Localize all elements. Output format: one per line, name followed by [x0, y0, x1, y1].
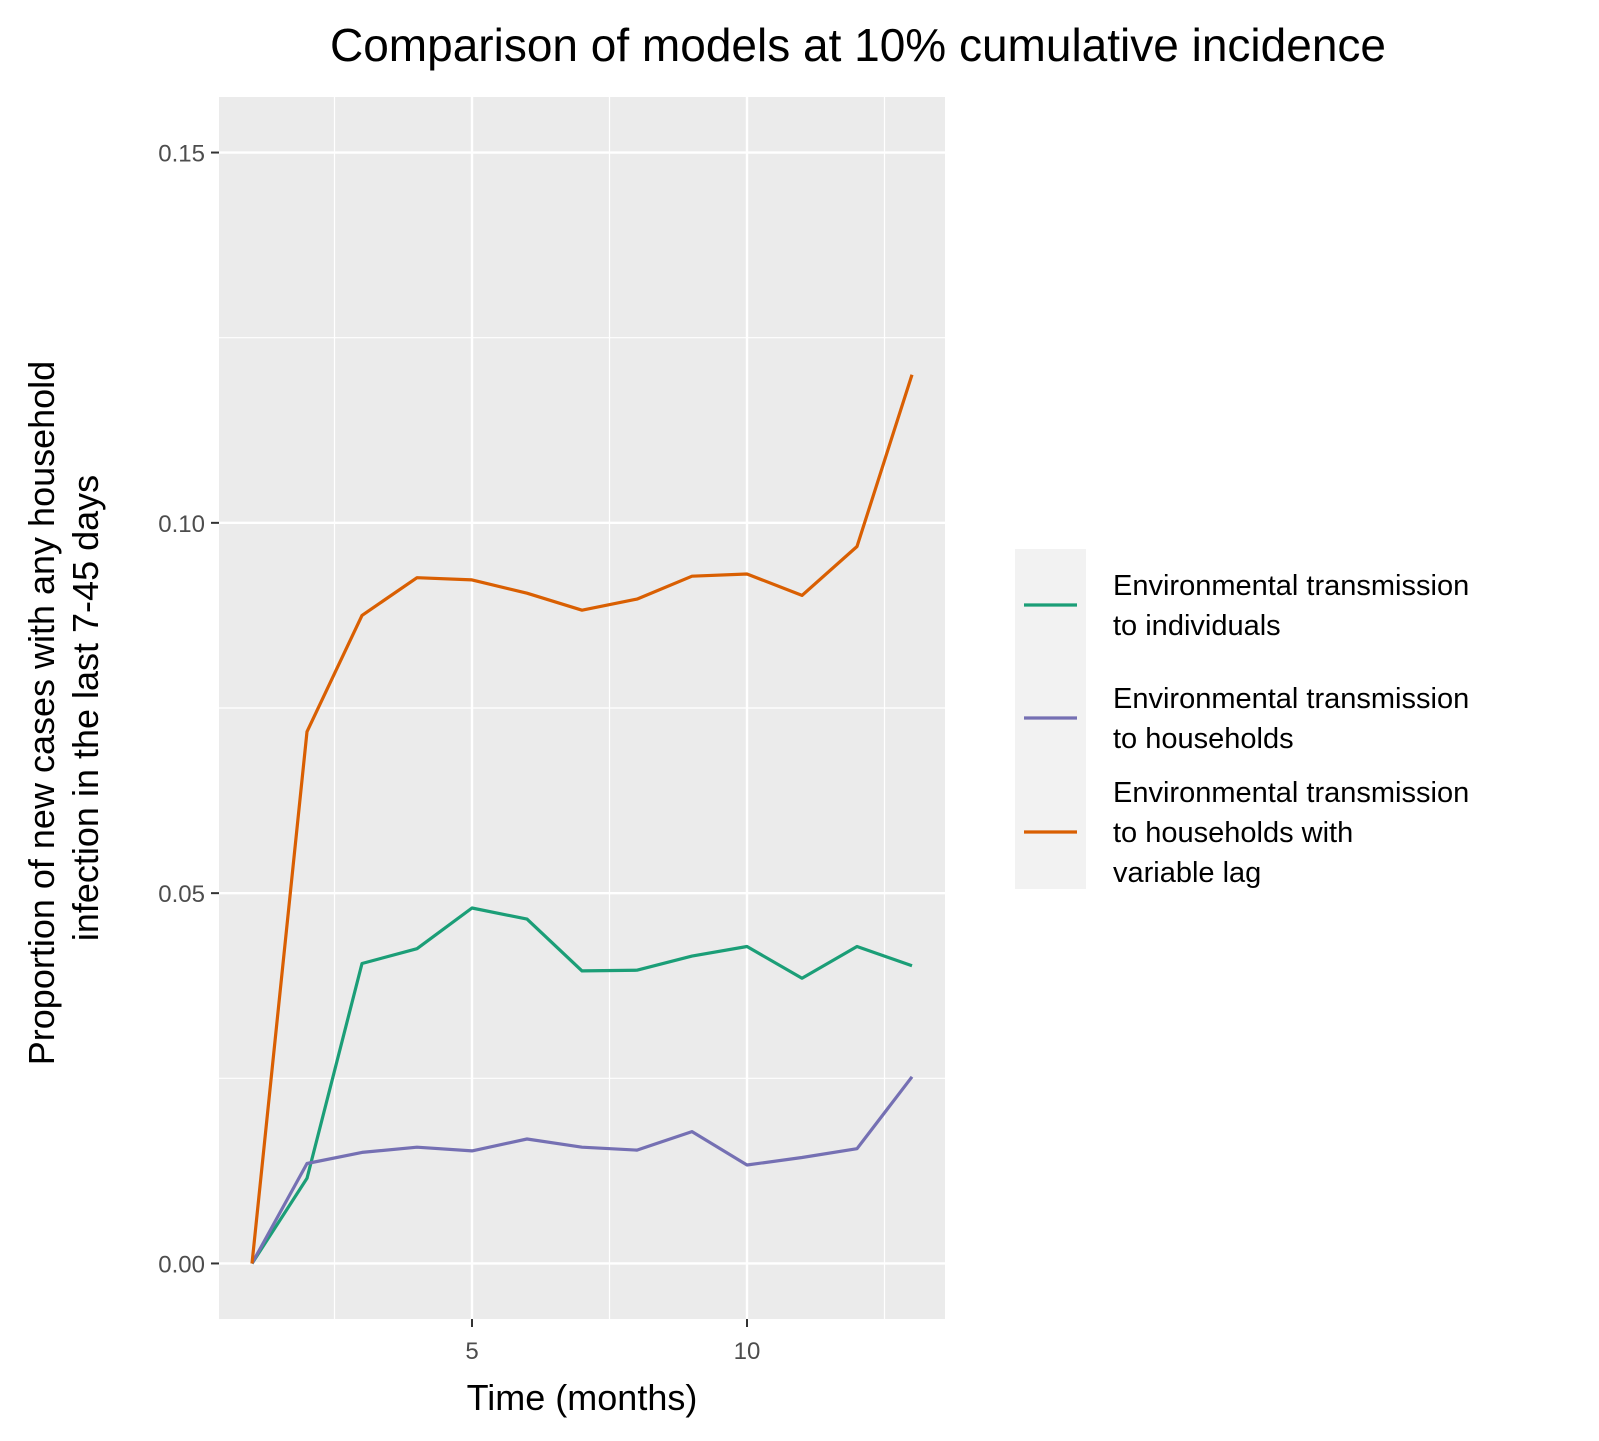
x-tick-label: 10 — [734, 1338, 761, 1365]
legend-label-1: Environmental transmission — [1113, 570, 1469, 602]
major-grid — [219, 97, 945, 1319]
legend-label-3: to households with — [1113, 817, 1353, 849]
y-axis-title-line-1: Proportion of new cases with any househo… — [21, 361, 62, 1065]
y-axis: 0.00 0.05 0.10 0.15 — [158, 141, 219, 1278]
legend-label-2: to households — [1113, 723, 1294, 755]
y-axis-title-line-2: infection in the last 7-45 days — [65, 475, 106, 941]
chart-title: Comparison of models at 10% cumulative i… — [330, 19, 1386, 71]
y-tick-label: 0.05 — [158, 881, 205, 908]
series-line-1 — [250, 906, 913, 1265]
y-tick-label: 0.15 — [158, 141, 205, 168]
series-line-2 — [250, 1075, 914, 1265]
y-tick-label: 0.10 — [158, 511, 205, 538]
legend: Environmental transmission to individuals… — [1015, 549, 1469, 889]
y-axis-title: Proportion of new cases with any househo… — [21, 351, 106, 1065]
legend-label-1: to individuals — [1113, 610, 1281, 642]
legend-label-3: variable lag — [1113, 857, 1261, 889]
legend-label-2: Environmental transmission — [1113, 683, 1469, 715]
y-tick-label: 0.00 — [158, 1251, 205, 1278]
legend-label-3: Environmental transmission — [1113, 777, 1469, 809]
x-axis-title: Time (months) — [467, 1377, 698, 1418]
series-line-3 — [250, 374, 914, 1264]
x-tick-label: 5 — [465, 1338, 478, 1365]
series-lines — [250, 374, 914, 1265]
x-axis: 5 10 — [465, 1319, 760, 1365]
